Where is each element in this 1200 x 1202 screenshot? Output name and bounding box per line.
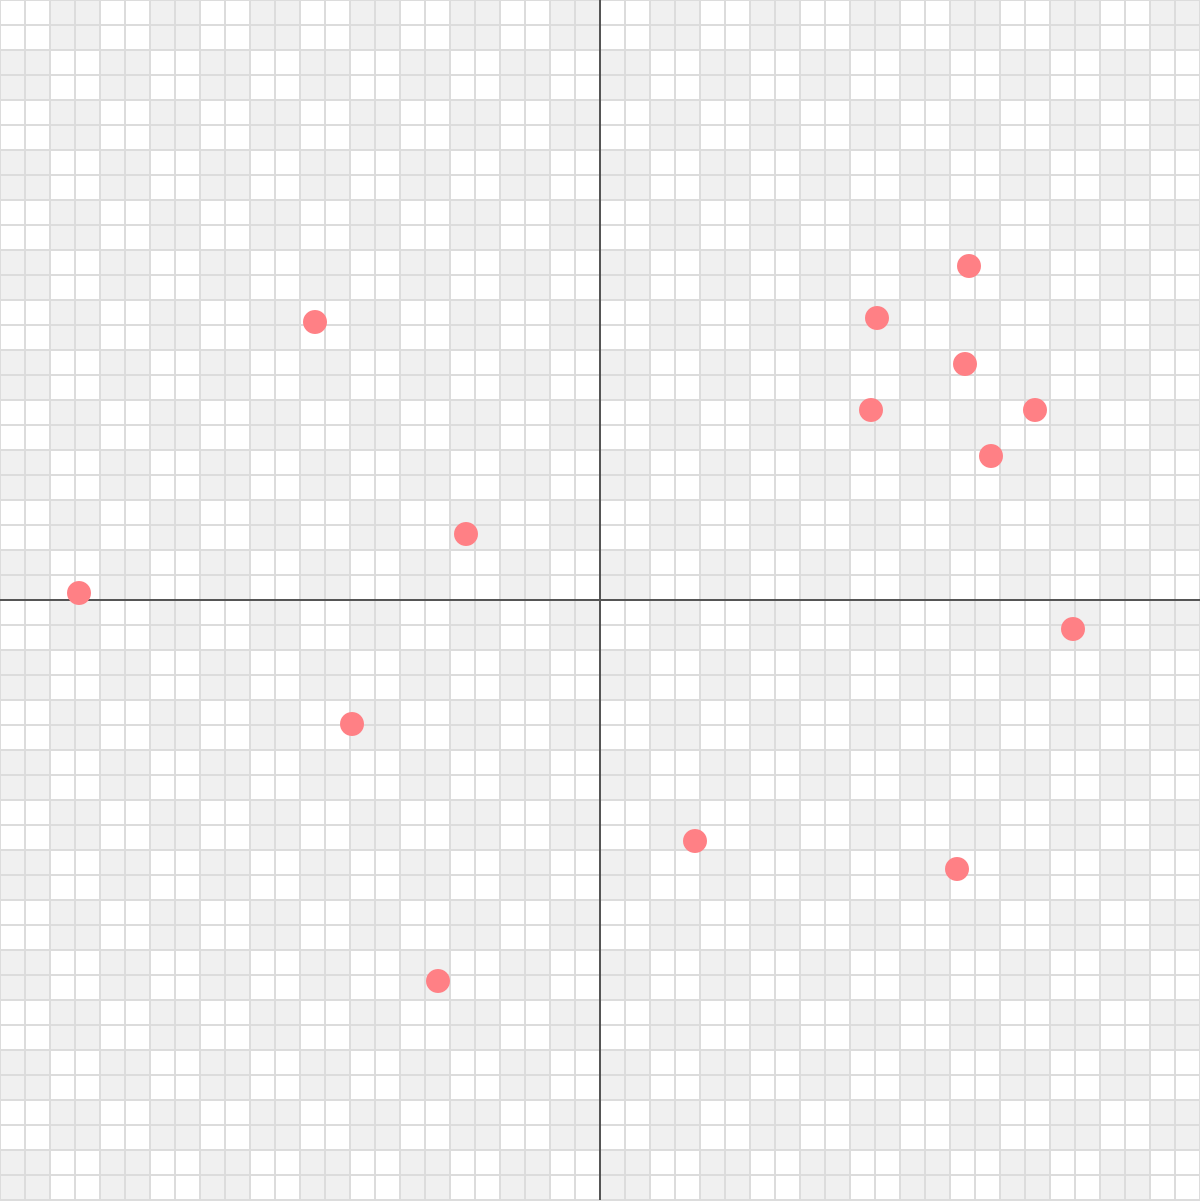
data-point: [340, 712, 364, 736]
data-point: [957, 254, 981, 278]
data-point: [426, 969, 450, 993]
data-point: [1023, 398, 1047, 422]
data-point: [979, 444, 1003, 468]
data-point: [865, 306, 889, 330]
data-point: [1061, 617, 1085, 641]
data-points: [67, 254, 1085, 993]
data-point: [683, 829, 707, 853]
data-point: [303, 310, 327, 334]
data-point: [859, 398, 883, 422]
data-point: [67, 581, 91, 605]
data-point: [953, 352, 977, 376]
data-point: [945, 857, 969, 881]
data-point: [454, 522, 478, 546]
